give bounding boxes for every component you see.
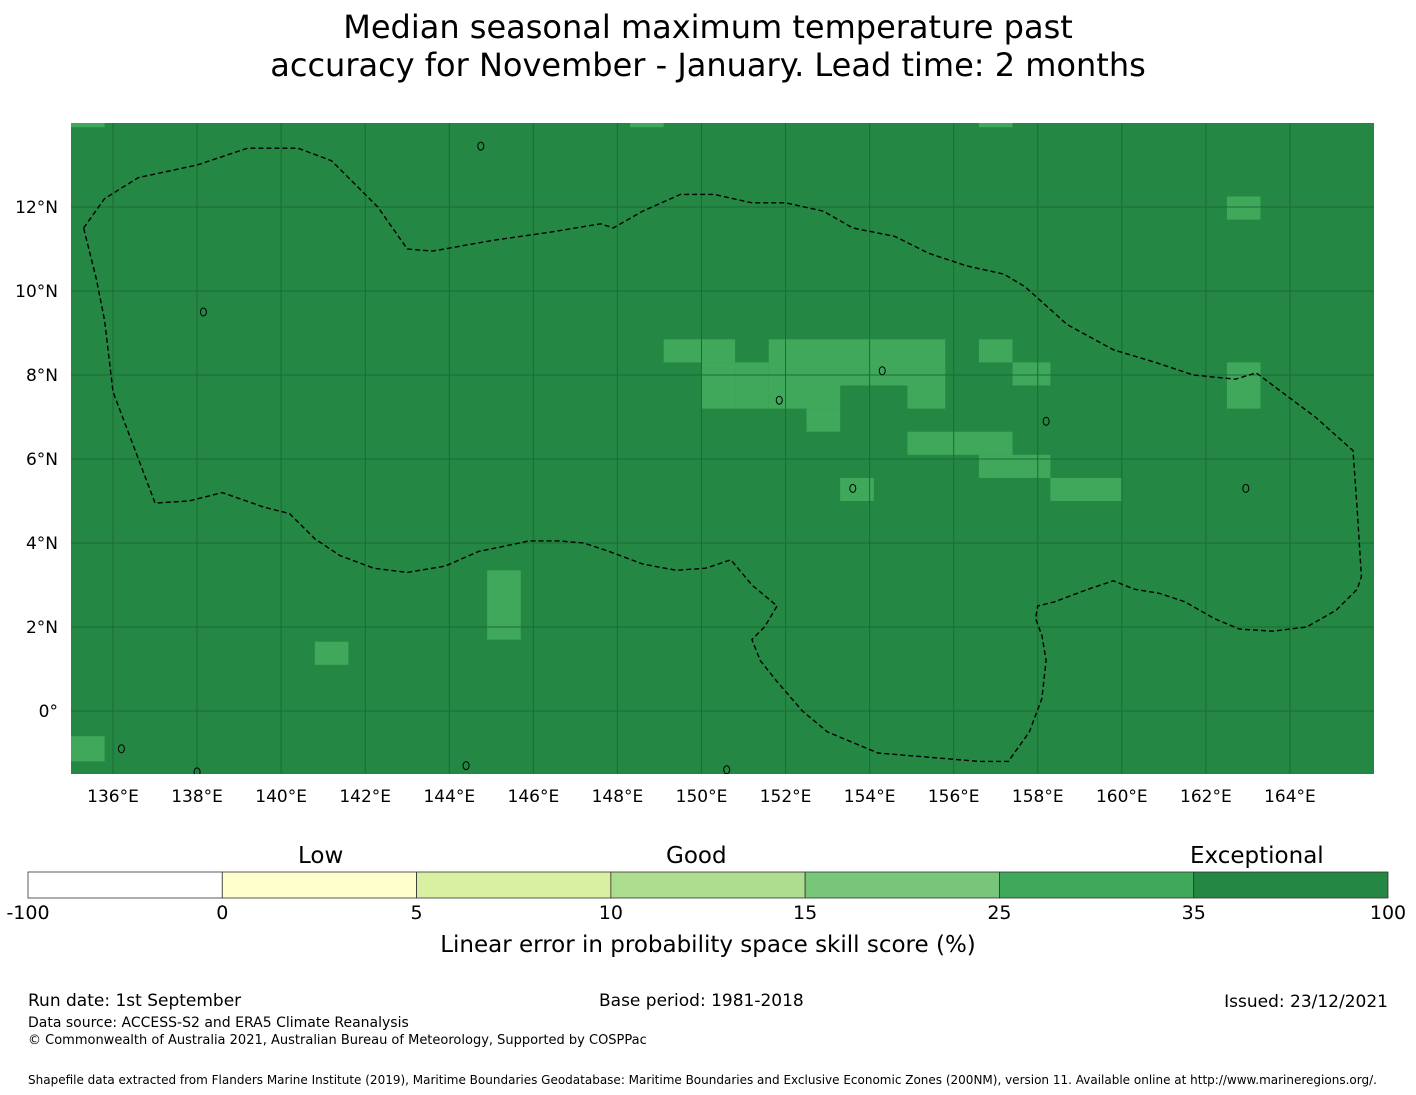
colorbar-cell	[804, 871, 1000, 899]
skill-patch	[806, 408, 841, 432]
island-outline	[117, 744, 125, 754]
skill-patch	[768, 339, 946, 386]
shapefile-credit: Shapefile data extracted from Flanders M…	[28, 1073, 1377, 1087]
island-outline	[462, 761, 470, 771]
island-outline	[199, 307, 207, 317]
colorbar-category-exceptional: Exceptional	[1190, 843, 1324, 869]
colorbar-cell	[27, 871, 223, 899]
skill-patch	[314, 641, 349, 665]
longitude-tick-label: 158°E	[1012, 787, 1064, 807]
island-outline	[477, 141, 485, 151]
skill-patch	[978, 123, 1013, 128]
colorbar-cell	[1193, 871, 1389, 899]
colorbar-tick-label: 10	[598, 902, 623, 924]
colorbar-cell	[416, 871, 612, 899]
copyright: © Commonwealth of Australia 2021, Austra…	[28, 1033, 647, 1048]
skill-patch	[840, 477, 874, 501]
map-title-line-1: Median seasonal maximum temperature past	[343, 8, 1073, 46]
latitude-tick-label: 10°N	[15, 282, 58, 302]
skill-patch	[768, 385, 841, 409]
latitude-tick-label: 0°	[39, 702, 58, 722]
skill-patch	[907, 385, 946, 409]
skill-patch	[663, 339, 736, 363]
longitude-tick-label: 156°E	[928, 787, 980, 807]
colorbar-category-low: Low	[298, 843, 344, 869]
colorbar-tick-label: -100	[6, 902, 50, 924]
latitude-tick-label: 12°N	[15, 198, 58, 218]
gridlines	[71, 123, 1374, 774]
longitude-tick-label: 138°E	[171, 787, 223, 807]
colorbar-cell	[999, 871, 1195, 899]
colorbar-tick-label: 35	[1181, 902, 1206, 924]
skill-patch	[71, 123, 105, 128]
island-outline	[723, 765, 731, 774]
longitude-tick-label: 146°E	[508, 787, 560, 807]
colorbar-tick-label: 0	[216, 902, 229, 924]
skill-patch	[701, 362, 736, 409]
skill-patch	[487, 570, 521, 640]
longitude-tick-label: 152°E	[760, 787, 812, 807]
island-outline	[775, 395, 783, 405]
issued-date: Issued: 23/12/2021	[1224, 992, 1388, 1012]
islands	[117, 141, 1250, 774]
colorbar-tick-label: 5	[410, 902, 423, 924]
skill-patch	[907, 431, 1013, 455]
skill-patch	[1226, 196, 1261, 220]
island-outline	[878, 366, 886, 376]
longitude-tick-label: 140°E	[255, 787, 307, 807]
skill-patch	[71, 736, 105, 762]
colorbar-tick-label: 100	[1369, 902, 1407, 924]
latitude-tick-label: 6°N	[26, 450, 58, 470]
skill-patch	[735, 362, 769, 409]
skill-patch	[1050, 477, 1122, 501]
longitude-tick-label: 144°E	[423, 787, 475, 807]
skill-patches	[71, 123, 1261, 762]
colorbar-tick-label: 15	[793, 902, 818, 924]
island-outline	[1042, 416, 1050, 426]
latitude-tick-label: 2°N	[26, 618, 58, 638]
colorbar-cell	[221, 871, 417, 899]
island-outline	[193, 767, 201, 774]
colorbar-category-good: Good	[666, 843, 727, 869]
base-period: Base period: 1981-2018	[599, 991, 804, 1011]
colorbar-label: Linear error in probability space skill …	[440, 932, 976, 958]
skill-patch	[1226, 362, 1261, 409]
longitude-tick-labels: 136°E 138°E 140°E 142°E 144°E 146°E 148°E 150°E…	[87, 787, 1316, 807]
eez-boundary	[82, 147, 1363, 763]
longitude-tick-label: 150°E	[676, 787, 728, 807]
longitude-tick-label: 136°E	[87, 787, 139, 807]
latitude-tick-label: 8°N	[26, 366, 58, 386]
data-source: Data source: ACCESS-S2 and ERA5 Climate …	[28, 1015, 409, 1031]
map-background	[71, 123, 1374, 774]
island-outline	[849, 483, 857, 493]
latitude-tick-labels: 0° 2°N 4°N 6°N 8°N 10°N 12°N	[15, 198, 58, 722]
latitude-tick-label: 4°N	[26, 534, 58, 554]
longitude-tick-label: 142°E	[339, 787, 391, 807]
skill-patch	[978, 454, 1051, 478]
island-outline	[1242, 483, 1250, 493]
longitude-tick-label: 148°E	[592, 787, 644, 807]
colorbar-tick-label: 25	[987, 902, 1012, 924]
skill-patch	[1012, 362, 1051, 386]
skill-patch	[630, 123, 664, 128]
longitude-tick-label: 160°E	[1096, 787, 1148, 807]
longitude-tick-label: 164°E	[1264, 787, 1316, 807]
map-title-line-2: accuracy for November - January. Lead ti…	[270, 46, 1146, 84]
skill-patch	[978, 339, 1013, 363]
longitude-tick-label: 154°E	[844, 787, 896, 807]
run-date: Run date: 1st September	[28, 991, 242, 1011]
longitude-tick-label: 162°E	[1180, 787, 1232, 807]
colorbar-cell	[610, 871, 806, 899]
